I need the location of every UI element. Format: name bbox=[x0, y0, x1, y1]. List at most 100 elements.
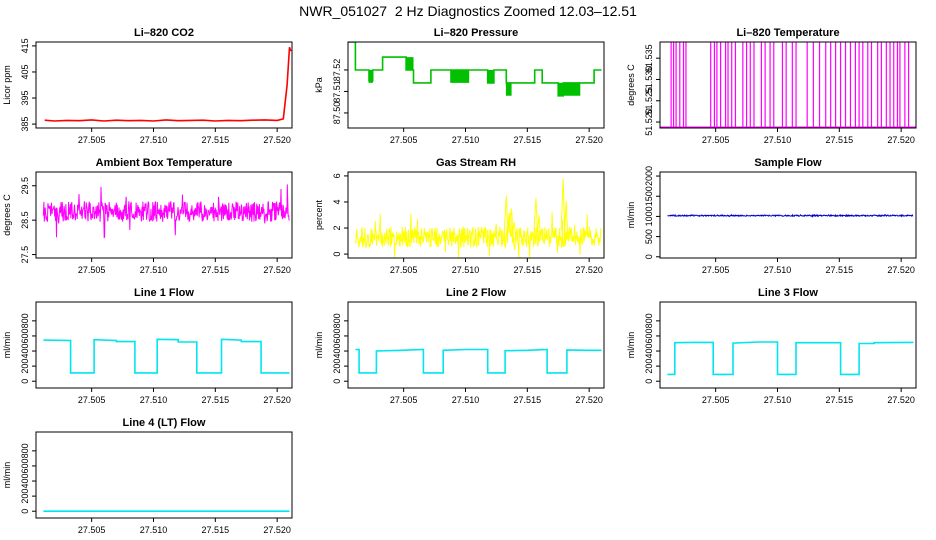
y-tick-label: 87.50 bbox=[332, 102, 342, 125]
y-tick-label: 400 bbox=[644, 344, 654, 359]
y-axis-label: ml/min bbox=[626, 332, 636, 359]
x-tick-label: 27.505 bbox=[390, 135, 418, 145]
y-tick-label: 200 bbox=[644, 359, 654, 374]
y-tick-label: 6 bbox=[332, 173, 342, 178]
chart-title: Sample Flow bbox=[754, 157, 822, 169]
y-axis-label: degrees C bbox=[2, 194, 12, 236]
chart-panel-10: Line 4 (LT) Flow ml/min 27.505 27.510 27.515… bbox=[2, 417, 293, 535]
series-line-line-1 bbox=[43, 338, 290, 374]
data-layer bbox=[354, 178, 602, 258]
chart-title: Line 2 Flow bbox=[446, 287, 506, 299]
y-tick-label: 0 bbox=[332, 379, 342, 384]
data-layer bbox=[660, 42, 916, 128]
x-tick-label: 27.520 bbox=[575, 265, 603, 275]
data-layer bbox=[355, 348, 602, 374]
y-tick-label: 0 bbox=[644, 254, 654, 259]
x-tick-label: 27.520 bbox=[263, 265, 291, 275]
peak-4 bbox=[560, 178, 569, 238]
chart-panel-1: Li–820 CO2 Licor ppm 27.505 27.510 27.515 27.… bbox=[2, 27, 293, 145]
chart-panel-4: Ambient Box Temperature degrees C 27.505 27… bbox=[2, 157, 293, 275]
x-tick-label: 27.510 bbox=[452, 265, 480, 275]
y-tick-label: 28.5 bbox=[20, 211, 30, 229]
y-tick-label: 51.535 bbox=[644, 44, 654, 72]
y-axis-label: degrees C bbox=[626, 64, 636, 106]
chart-panel-8: Line 2 Flow ml/min 27.505 27.510 27.515 27.52… bbox=[314, 287, 605, 405]
data-layer bbox=[44, 46, 292, 122]
data-layer bbox=[348, 42, 602, 97]
chart-panel-3: Li–820 Temperature degrees C 27.505 27.510 2… bbox=[626, 27, 917, 145]
y-tick-label: 800 bbox=[20, 443, 30, 458]
x-tick-label: 27.515 bbox=[514, 135, 542, 145]
x-tick-label: 27.510 bbox=[140, 135, 168, 145]
chart-title: Li–820 CO2 bbox=[134, 27, 194, 39]
plot-frame bbox=[35, 171, 293, 259]
x-tick-label: 27.520 bbox=[887, 395, 915, 405]
x-tick-label: 27.515 bbox=[202, 395, 230, 405]
y-tick-label: 200 bbox=[20, 359, 30, 374]
noise-trace bbox=[354, 212, 602, 258]
y-tick-label: 87.52 bbox=[332, 59, 342, 82]
plot-frame bbox=[35, 301, 293, 389]
x-tick-label: 27.520 bbox=[575, 395, 603, 405]
y-tick-label: 395 bbox=[20, 91, 30, 106]
y-tick-label: 405 bbox=[20, 64, 30, 79]
chart-title: Li–820 Temperature bbox=[736, 27, 839, 39]
chart-panel-7: Line 1 Flow ml/min 27.505 27.510 27.515 27.52… bbox=[2, 287, 293, 405]
x-tick-label: 27.510 bbox=[140, 525, 168, 535]
y-tick-label: 800 bbox=[644, 313, 654, 328]
chart-panel-9: Line 3 Flow ml/min 27.505 27.510 27.515 27.52… bbox=[626, 287, 917, 405]
plot-frame bbox=[347, 41, 605, 129]
chart-title: Li–820 Pressure bbox=[434, 27, 518, 39]
noise-trace bbox=[42, 184, 290, 239]
x-tick-label: 27.520 bbox=[263, 525, 291, 535]
data-layer bbox=[667, 213, 914, 218]
plot-frame bbox=[347, 171, 605, 259]
chart-panel-6: Sample Flow ml/min 27.505 27.510 27.515 27.52… bbox=[626, 157, 917, 275]
noise-band-1 bbox=[368, 70, 373, 83]
plot-frame bbox=[659, 41, 917, 129]
x-tick-label: 27.505 bbox=[78, 525, 106, 535]
y-tick-label: 600 bbox=[20, 458, 30, 473]
noise-band-2 bbox=[405, 57, 414, 70]
chart-panel-5: Gas Stream RH percent 27.505 27.510 27.515 27… bbox=[314, 157, 605, 275]
chart-title: Line 3 Flow bbox=[758, 287, 818, 299]
chart-panel-2: Li–820 Pressure kPa 27.505 27.510 27.515 27.5… bbox=[314, 27, 605, 145]
y-tick-label: 29.5 bbox=[20, 177, 30, 195]
y-tick-label: 0 bbox=[332, 252, 342, 257]
x-tick-label: 27.505 bbox=[702, 395, 730, 405]
y-tick-label: 0 bbox=[20, 379, 30, 384]
plot-frame bbox=[35, 431, 293, 519]
series-line-co2 bbox=[44, 46, 292, 122]
x-tick-label: 27.505 bbox=[78, 135, 106, 145]
y-tick-label: 27.5 bbox=[20, 246, 30, 264]
series-line-line-2 bbox=[355, 348, 602, 374]
y-axis-label: percent bbox=[314, 199, 324, 230]
y-tick-label: 500 bbox=[644, 229, 654, 244]
x-tick-label: 27.510 bbox=[140, 395, 168, 405]
figure-title: NWR_051027 2 Hz Diagnostics Zoomed 12.03… bbox=[299, 3, 637, 19]
y-tick-label: 200 bbox=[332, 359, 342, 374]
chart-title: Line 4 (LT) Flow bbox=[123, 417, 206, 429]
y-tick-label: 0 bbox=[644, 379, 654, 384]
x-tick-label: 27.510 bbox=[764, 395, 792, 405]
x-tick-label: 27.520 bbox=[887, 135, 915, 145]
plot-frame bbox=[347, 301, 605, 389]
y-tick-label: 2 bbox=[332, 226, 342, 231]
y-tick-label: 1000 bbox=[644, 206, 654, 226]
x-tick-label: 27.515 bbox=[826, 395, 854, 405]
y-axis-label: ml/min bbox=[626, 202, 636, 229]
chart-title: Gas Stream RH bbox=[436, 157, 516, 169]
x-tick-label: 27.520 bbox=[887, 265, 915, 275]
data-layer bbox=[43, 338, 290, 374]
peak-3 bbox=[533, 198, 541, 238]
x-tick-label: 27.505 bbox=[390, 395, 418, 405]
x-tick-label: 27.515 bbox=[514, 265, 542, 275]
x-tick-label: 27.510 bbox=[452, 395, 480, 405]
y-tick-label: 600 bbox=[20, 328, 30, 343]
data-layer bbox=[667, 341, 914, 376]
noise-band-3 bbox=[450, 70, 470, 83]
y-tick-label: 2000 bbox=[644, 166, 654, 186]
y-axis-label: Licor ppm bbox=[2, 65, 12, 105]
x-tick-label: 27.505 bbox=[78, 395, 106, 405]
noise-band-5 bbox=[505, 82, 512, 96]
